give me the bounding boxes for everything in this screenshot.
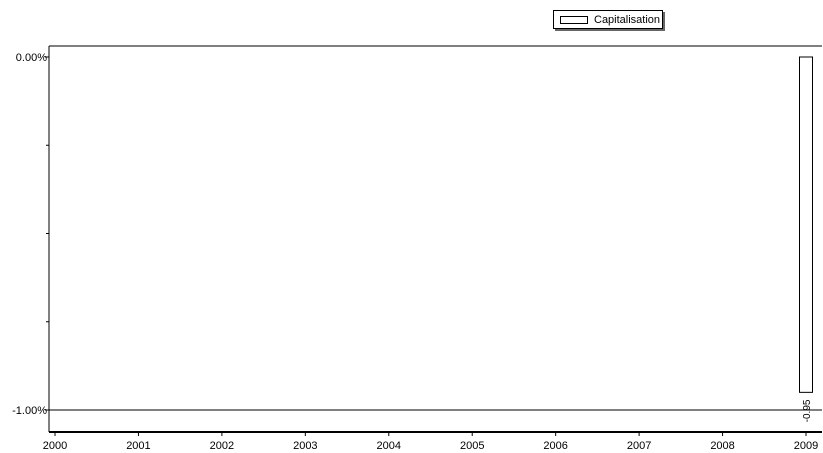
- x-tick-label: 2000: [43, 440, 67, 452]
- x-tick-label: 2008: [710, 440, 734, 452]
- x-tick-label: 2005: [460, 440, 484, 452]
- x-tick-label: 2001: [126, 440, 150, 452]
- y-tick-label: -1.00%: [12, 405, 47, 417]
- x-tick-label: 2006: [543, 440, 567, 452]
- x-tick-label: 2004: [377, 440, 401, 452]
- x-tick-label: 2003: [293, 440, 317, 452]
- bar: [799, 56, 813, 393]
- chart-legend: Capitalisation: [553, 10, 663, 29]
- legend-label: Capitalisation: [594, 13, 661, 26]
- x-tick-label: 2002: [210, 440, 234, 452]
- x-tick-label: 2007: [627, 440, 651, 452]
- bar-value-label: -0.95: [802, 399, 813, 422]
- legend-swatch: [560, 15, 588, 24]
- x-tick-label: 2009: [794, 440, 818, 452]
- y-tick-label: 0.00%: [16, 52, 47, 64]
